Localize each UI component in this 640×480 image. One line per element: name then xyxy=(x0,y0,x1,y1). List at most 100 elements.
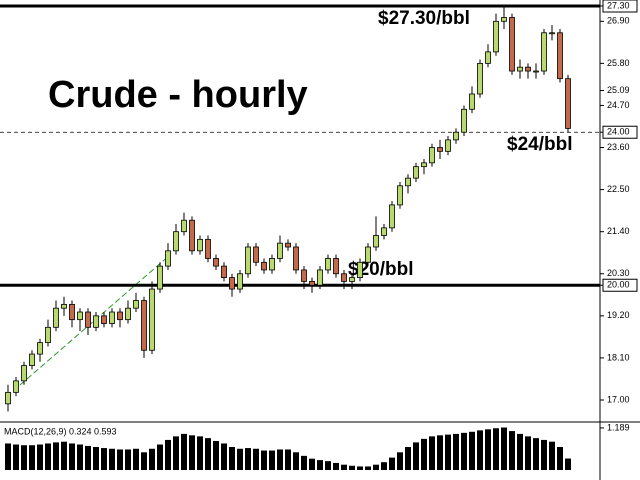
candle-body xyxy=(565,78,571,129)
macd-bar xyxy=(229,447,235,470)
candle-body xyxy=(245,246,251,275)
macd-bar xyxy=(525,436,531,470)
macd-bar xyxy=(469,431,475,470)
macd-bar xyxy=(485,429,491,470)
macd-bar xyxy=(157,444,163,470)
candle-body xyxy=(13,380,19,393)
candle-body xyxy=(501,17,507,22)
macd-bar xyxy=(165,439,171,470)
macd-bar xyxy=(285,449,291,470)
annotation: $24/bbl xyxy=(507,134,572,155)
macd-label: MACD(12,26,9) 0.324 0.593 xyxy=(4,426,117,436)
candle-body xyxy=(485,51,491,64)
candle-body xyxy=(349,277,355,282)
candle-body xyxy=(309,281,315,286)
candle-body xyxy=(165,250,171,267)
candle-body xyxy=(333,258,339,275)
candle-body xyxy=(101,315,107,324)
macd-bar xyxy=(253,448,259,470)
candle-body xyxy=(229,277,235,290)
annotation: $20/bbl xyxy=(348,259,413,280)
y-tick-label: 27.30 xyxy=(607,0,630,10)
tick-box xyxy=(602,125,638,139)
macd-bar xyxy=(125,449,131,470)
macd-bar xyxy=(53,442,59,470)
macd-bar xyxy=(93,447,99,470)
candle-body xyxy=(181,219,187,233)
macd-bar xyxy=(37,444,43,470)
candle-body xyxy=(173,231,179,252)
candle-body xyxy=(421,162,427,168)
tick-box xyxy=(602,278,638,292)
candle-body xyxy=(325,258,331,271)
candle-body xyxy=(125,307,131,321)
candle-body xyxy=(389,204,395,229)
macd-bar xyxy=(293,452,299,470)
candle-body xyxy=(205,238,211,259)
y-tick-label: 17.00 xyxy=(607,394,630,404)
candle-body xyxy=(541,32,547,72)
macd-bar xyxy=(533,438,539,470)
y-tick-label: 1.189 xyxy=(607,422,630,432)
y-tick-label: 26.90 xyxy=(607,16,630,26)
tick-box xyxy=(602,0,638,13)
macd-bar xyxy=(245,448,251,470)
annotation: $27.30/bbl xyxy=(378,8,470,29)
candle-body xyxy=(413,166,419,179)
candle-body xyxy=(141,300,147,351)
y-tick-label: 18.10 xyxy=(607,352,630,362)
macd-bar xyxy=(453,433,459,470)
candle-body xyxy=(5,391,11,405)
candle-body xyxy=(293,246,299,271)
candle-body xyxy=(237,273,243,290)
y-tick-label: 25.09 xyxy=(607,85,630,95)
macd-bar xyxy=(389,457,395,470)
candle-body xyxy=(197,238,203,252)
macd-bar xyxy=(237,448,243,470)
y-tick-label: 23.60 xyxy=(607,142,630,152)
macd-bar xyxy=(181,433,187,470)
macd-bar xyxy=(117,449,123,470)
macd-bar xyxy=(5,443,11,470)
macd-bar xyxy=(133,448,139,470)
y-tick-label: 25.80 xyxy=(607,58,630,68)
macd-bar xyxy=(541,439,547,470)
macd-bar xyxy=(149,448,155,470)
macd-bar xyxy=(21,445,27,470)
macd-bar xyxy=(309,458,315,470)
candle-body xyxy=(221,265,227,278)
candle-body xyxy=(93,315,99,328)
candle-body xyxy=(477,62,483,95)
candle-body xyxy=(261,261,267,271)
candle-body xyxy=(189,219,195,252)
macd-bar xyxy=(261,450,267,470)
candle-body xyxy=(373,235,379,248)
macd-bar xyxy=(197,436,203,470)
macd-bar xyxy=(557,447,563,470)
macd-bar xyxy=(301,455,307,470)
macd-bar xyxy=(141,452,147,470)
candle-body xyxy=(437,147,443,152)
candle-body xyxy=(21,365,27,382)
candle-body xyxy=(149,288,155,351)
macd-bar xyxy=(45,443,51,470)
candle-body xyxy=(117,311,123,321)
candle-body xyxy=(429,147,435,164)
candle-body xyxy=(469,93,475,110)
candle-body xyxy=(405,177,411,187)
macd-bar xyxy=(205,438,211,470)
macd-bar xyxy=(501,427,507,470)
candle-body xyxy=(509,17,515,72)
macd-bar xyxy=(421,438,427,470)
candle-body xyxy=(357,261,363,278)
candle-body xyxy=(461,108,467,133)
macd-bar xyxy=(549,441,555,470)
macd-bar xyxy=(413,442,419,470)
y-tick-label: 21.40 xyxy=(607,226,630,236)
macd-bar xyxy=(509,431,515,470)
macd-bar xyxy=(517,433,523,470)
macd-bar xyxy=(493,428,499,470)
y-tick-label: 20.30 xyxy=(607,268,630,278)
